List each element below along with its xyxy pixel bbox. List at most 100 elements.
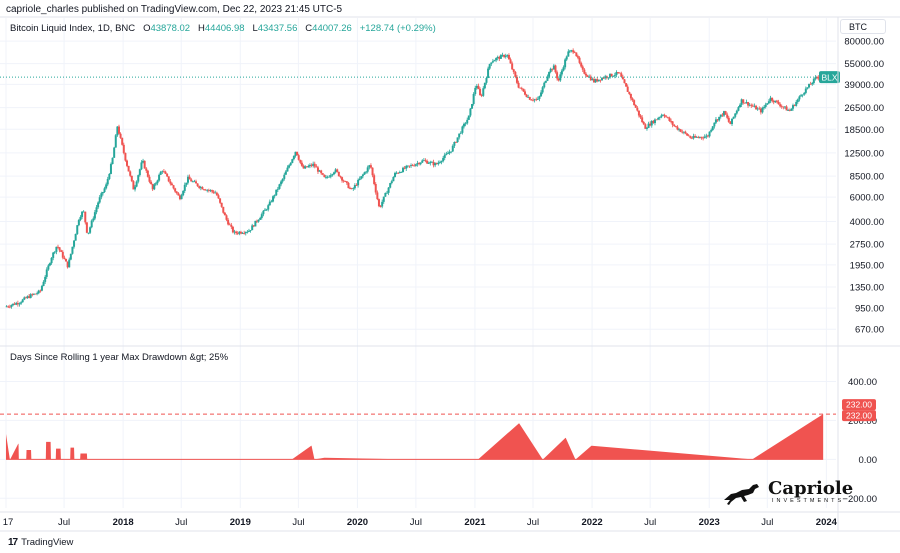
candle-body [153,184,156,190]
candle-body [206,189,209,191]
candle-body [103,188,106,193]
open-value: 43878.02 [150,23,191,34]
candle-body [44,276,47,282]
low-label: L [252,23,258,34]
candle-body [538,96,541,99]
candle-body [629,93,632,99]
candle-body [487,68,490,78]
candle-body [684,131,687,134]
candle-body [169,181,172,184]
candle-body [392,176,395,182]
candle-body [111,157,114,165]
candle-body [475,85,478,88]
candle-body [732,116,735,119]
candle-body [397,172,400,174]
candle-body [63,257,66,259]
candle-body [676,126,679,130]
symbol-name: Bitcoin Liquid Index, 1D, BNC [10,23,136,34]
candle-body [649,123,652,126]
candle-body [464,123,467,125]
candle-body [304,166,307,169]
logo-subtitle: INVESTMENTS [772,498,845,504]
candle-body [331,174,334,176]
candle-body [207,189,210,191]
candle-body [556,72,559,79]
candle-body [686,133,689,136]
candle-body [116,126,119,136]
candle-body [92,218,95,221]
candle-body [132,181,135,190]
candle-body [164,171,167,174]
candle-body [368,165,371,168]
time-tick-label: 2024 [816,517,838,528]
candle-body [13,303,16,305]
candle-body [700,136,703,138]
candle-body [416,163,419,165]
candle-body [479,89,482,96]
candle-body [501,54,504,56]
candle-body [188,176,191,180]
candle-body [369,165,372,168]
candle-body [771,97,774,101]
candle-body [267,205,270,210]
candle-body [427,163,430,164]
candle-body [65,258,68,262]
candle-body [705,135,708,137]
candle-body [788,110,791,111]
candle-body [307,166,310,168]
candle-body [87,232,90,234]
candle-body [421,160,424,163]
candle-body [204,189,207,191]
candle-body [515,76,518,83]
candle-body [366,167,369,172]
time-tick-label: Jul [410,517,422,528]
candle-body [212,191,215,193]
currency-selector[interactable]: BTC [840,19,886,34]
candle-body [607,77,610,79]
candle-body [511,63,514,70]
candle-body [56,246,59,248]
candle-body [85,222,88,233]
candle-body [761,107,764,113]
candle-body [280,181,283,185]
candle-body [167,176,170,182]
price-tick-label: 26500.00 [844,103,884,114]
candle-body [411,165,414,166]
price-tick-label: 1350.00 [850,282,884,293]
candle-body [631,98,634,101]
candle-body [199,187,202,188]
candle-body [777,101,780,105]
candle-body [324,176,327,178]
candle-body [512,69,515,72]
candle-body [333,172,336,175]
candle-body [438,162,441,164]
candle-body [641,117,644,123]
candle-body [84,211,87,223]
candle-body [135,181,138,187]
indicator-tick-label: 0.00 [859,455,878,466]
candle-body [612,75,615,77]
candle-body [597,79,600,82]
candle-body [532,99,535,101]
candle-body [186,176,189,183]
publisher-header: capriole_charles published on TradingVie… [6,4,343,15]
candle-body [252,225,255,227]
candle-body [284,171,287,175]
candle-body [466,119,469,124]
candle-body [785,106,788,111]
candle-body [644,124,647,129]
tradingview-branding[interactable]: 17 TradingView [8,537,73,548]
candle-body [73,240,76,247]
price-tick-label: 12500.00 [844,148,884,159]
candle-body [292,155,295,160]
current-price-tag-label: BLX [821,73,837,83]
candle-body [519,87,522,89]
price-tick-label: 950.00 [855,304,884,315]
candle-body [376,192,379,200]
price-tick-label: 6000.00 [850,193,884,204]
candle-body [345,181,348,183]
candle-body [533,99,536,101]
candle-body [89,227,92,233]
candle-body [445,153,448,155]
candle-body [623,79,626,84]
